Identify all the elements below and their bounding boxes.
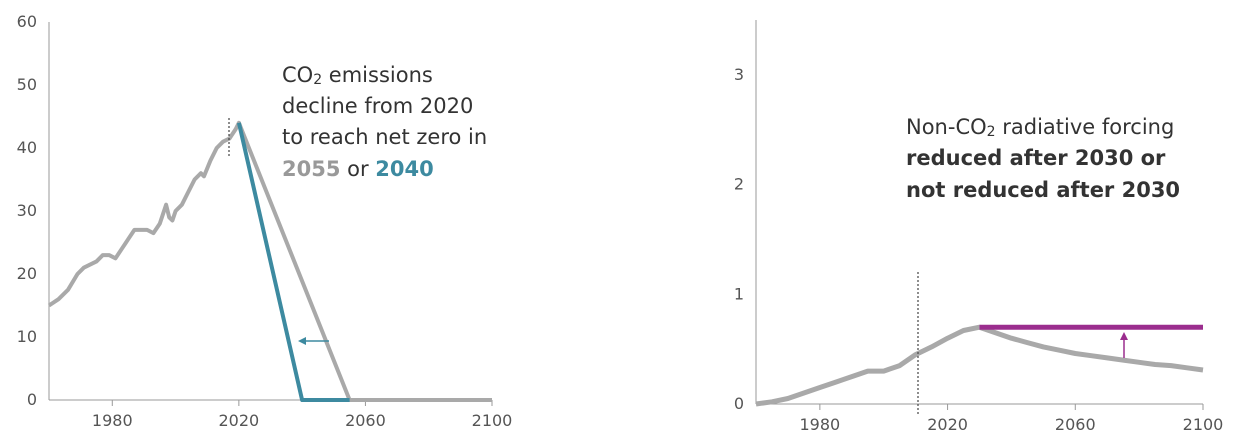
left-annotation-line2: decline from 2020 [282,94,473,118]
right-x-tick-label: 2060 [1055,415,1096,434]
right-chart: 0 1 2 3 1980 2020 2060 2100 Non-CO2 radiative … [734,20,1223,434]
right-annotation-line3: not reduced after 2030 [906,178,1180,202]
right-y-tick-label: 3 [734,65,744,84]
co2-emissions-line-2040 [236,122,350,402]
right-x-tick-label: 2100 [1183,415,1224,434]
left-x-ticks: 1980 2020 2060 2100 [92,400,512,430]
right-shift-arrowhead [1120,332,1128,340]
left-chart: 0 10 20 30 40 50 60 1980 2020 2060 2100 CO2 emiss… [17,12,513,430]
right-annotation-line1: Non-CO2 radiative forcing [906,115,1174,140]
left-y-ticks: 0 10 20 30 40 50 60 [17,12,37,409]
left-shift-arrowhead [298,337,306,345]
right-y-tick-label: 0 [734,394,744,413]
left-x-tick-label: 2100 [472,411,513,430]
non-co2-forcing-reduced-line [755,324,1204,407]
left-y-tick-label: 10 [17,327,37,346]
left-y-tick-label: 20 [17,264,37,283]
right-annotation-line2: reduced after 2030 or [906,146,1166,170]
left-x-tick-label: 1980 [92,411,133,430]
left-y-tick-label: 0 [27,390,37,409]
right-y-tick-label: 1 [734,284,744,303]
left-x-tick-label: 2060 [345,411,386,430]
right-x-tick-label: 1980 [799,415,840,434]
left-annotation-line4: 2055 or 2040 [282,157,434,181]
co2-emissions-line-2055 [47,120,492,402]
right-y-tick-label: 2 [734,175,744,194]
left-y-tick-label: 60 [17,12,37,31]
right-x-tick-label: 2020 [927,415,968,434]
left-y-tick-label: 50 [17,75,37,94]
left-annotation-line1: CO2 emissions [282,63,433,88]
right-y-ticks: 0 1 2 3 [734,65,744,413]
left-y-tick-label: 30 [17,201,37,220]
left-y-tick-label: 40 [17,138,37,157]
left-x-tick-label: 2020 [218,411,259,430]
right-x-ticks: 1980 2020 2060 2100 [799,404,1223,434]
left-annotation-line3: to reach net zero in [282,125,487,149]
